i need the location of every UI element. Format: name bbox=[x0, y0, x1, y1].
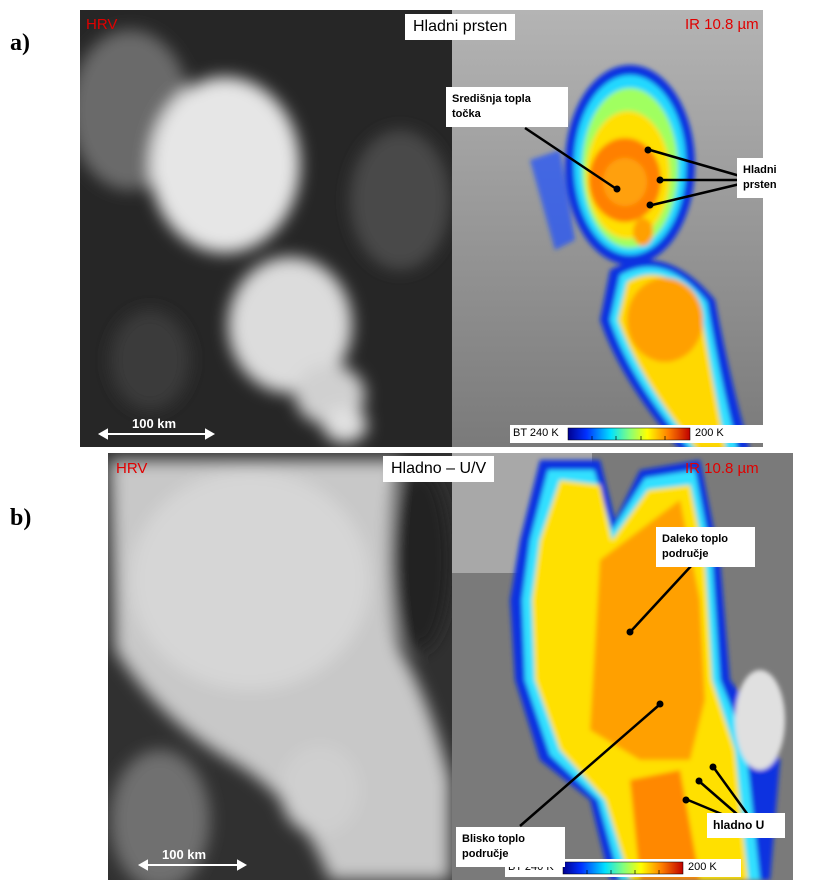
annotation-line: Daleko toplo bbox=[662, 532, 749, 547]
ir-label: IR 10.8 µm bbox=[685, 460, 759, 477]
hrv-image-a bbox=[70, 10, 452, 447]
hrv-label: HRV bbox=[86, 16, 117, 33]
panel-label: b) bbox=[10, 505, 31, 532]
panel-label: a) bbox=[10, 30, 30, 57]
annotation: Središnja topla točka bbox=[446, 87, 568, 127]
hrv-image-b bbox=[108, 453, 452, 881]
colorbar-max: 200 K bbox=[688, 861, 717, 873]
annotation: Daleko toplo područje bbox=[656, 527, 755, 567]
annotation-line: Blisko toplo bbox=[462, 832, 559, 847]
panel-title: Hladno – U/V bbox=[383, 456, 494, 482]
annotation-line: područje bbox=[462, 847, 559, 862]
annotation-line: područje bbox=[662, 547, 749, 562]
colorbar-min: BT 240 K bbox=[513, 427, 559, 439]
ir-image-a bbox=[452, 10, 763, 450]
figure bbox=[0, 0, 813, 881]
panel-title: Hladni prsten bbox=[405, 14, 515, 40]
annotation-line: Hladni bbox=[743, 163, 799, 178]
annotation-line: točka bbox=[452, 107, 562, 122]
hrv-label: HRV bbox=[116, 460, 147, 477]
page: a) HRV Hladni prsten IR 10.8 µm 100 km B… bbox=[0, 0, 813, 881]
annotation: Blisko toplo područje bbox=[456, 827, 565, 867]
annotation-line: hladno U bbox=[713, 818, 779, 833]
annotation: Hladni prsten bbox=[737, 158, 805, 198]
colorbar-max: 200 K bbox=[695, 427, 724, 439]
scale-label: 100 km bbox=[162, 847, 206, 862]
annotation: hladno U bbox=[707, 813, 785, 838]
ir-label: IR 10.8 µm bbox=[685, 16, 759, 33]
annotation-line: prsten bbox=[743, 178, 799, 193]
scale-label: 100 km bbox=[132, 416, 176, 431]
annotation-line: Središnja topla bbox=[452, 92, 562, 107]
